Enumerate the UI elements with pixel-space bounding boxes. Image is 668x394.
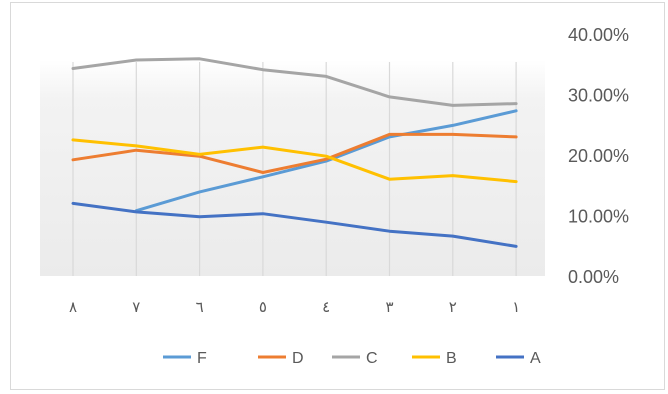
x-tick-label: ٣ [385, 298, 393, 316]
x-tick-label: ٧ [132, 298, 140, 316]
x-tick-label: ٤ [322, 298, 330, 316]
legend-item-a: A [496, 350, 541, 367]
legend-label: A [530, 350, 541, 367]
y-tick-label: 40.00% [568, 25, 629, 45]
y-tick-label: 20.00% [568, 146, 629, 166]
legend-label: B [446, 350, 457, 367]
legend-item-f: F [163, 350, 207, 367]
x-tick-label: ٢ [449, 298, 457, 316]
legend-item-c: C [332, 350, 378, 367]
y-tick-label: 10.00% [568, 207, 629, 227]
series-line-b [71, 138, 518, 184]
y-tick-label: 30.00% [568, 86, 629, 106]
series-line-f [134, 109, 518, 213]
series-line-c [71, 57, 518, 107]
legend-item-d: D [258, 350, 304, 367]
legend-item-b: B [412, 350, 457, 367]
legend-label: C [366, 350, 378, 367]
y-tick-label: 0.00% [568, 267, 619, 287]
x-tick-label: ٨ [69, 298, 77, 316]
x-tick-label: ٥ [259, 298, 267, 316]
series-line-d [71, 132, 518, 174]
series-line-a [71, 201, 518, 248]
x-tick-label: ١ [512, 298, 520, 316]
x-tick-label: ٦ [196, 298, 204, 316]
legend-label: F [197, 350, 207, 367]
legend-label: D [292, 350, 304, 367]
